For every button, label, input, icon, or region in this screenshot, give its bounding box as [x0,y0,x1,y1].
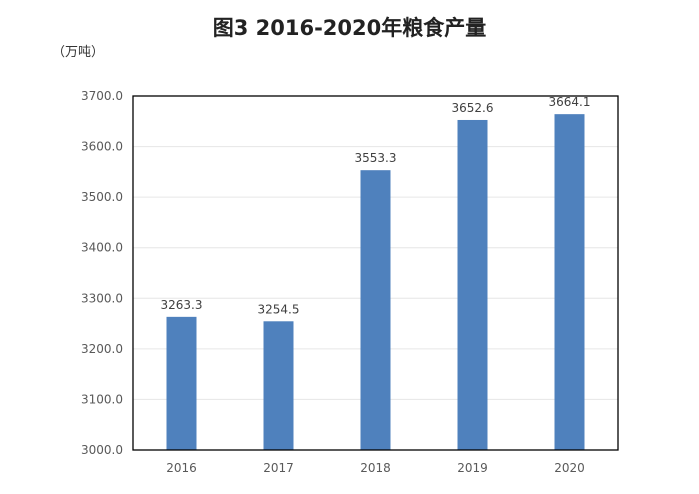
chart-title: 图3 2016-2020年粮食产量 [212,16,487,40]
bar-2020 [554,114,585,450]
data-label: 3664.1 [549,95,591,109]
data-label: 3553.3 [355,151,397,165]
y-tick-label: 3600.0 [81,140,123,154]
y-tick-label: 3200.0 [81,342,123,356]
data-label: 3652.6 [452,101,494,115]
bar-2016 [166,316,197,450]
y-tick-label: 3700.0 [81,89,123,103]
y-tick-label: 3000.0 [81,443,123,457]
x-tick-label: 2019 [457,461,488,475]
x-tick-label: 2020 [554,461,585,475]
y-axis-unit-label: （万吨） [52,45,105,60]
data-label: 3263.3 [161,298,203,312]
bar-2017 [263,321,294,450]
bar-2019 [457,119,488,450]
y-tick-label: 3400.0 [81,241,123,255]
y-tick-label: 3500.0 [81,190,123,204]
y-tick-label: 3100.0 [81,392,123,406]
x-tick-label: 2017 [263,461,294,475]
data-label: 3254.5 [258,302,300,316]
y-tick-label: 3300.0 [81,291,123,305]
x-tick-label: 2016 [166,461,197,475]
bar-2018 [360,170,391,450]
x-tick-label: 2018 [360,461,391,475]
plot-area-frame [132,95,619,451]
